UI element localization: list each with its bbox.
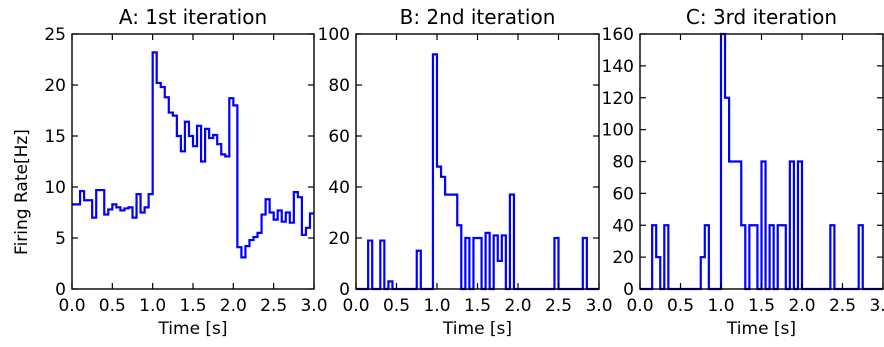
data-series-line: [72, 51, 314, 259]
x-tick-label: 0.5: [99, 296, 126, 316]
y-tick-label: 60: [612, 184, 634, 204]
chart-panel-3: C: 3rd iteration 0.0 0.5 1.0 1.5 2.0 2.5 3.0 0 20…: [602, 5, 884, 339]
y-tick-label: 20: [44, 76, 66, 96]
x-axis-label: Time [s]: [442, 319, 512, 339]
y-tick-label: 100: [602, 121, 634, 141]
x-tick-label: 0.0: [626, 296, 653, 316]
y-tick-label: 0: [55, 280, 66, 300]
y-tick-label: 40: [328, 178, 350, 198]
x-tick-label: 1.0: [423, 296, 450, 316]
x-tick-label: 1.5: [748, 296, 775, 316]
figure-ylabel: Firing Rate[Hz]: [12, 129, 32, 255]
y-tick-label: 140: [602, 57, 634, 77]
x-tick-label: 0.5: [667, 296, 694, 316]
x-tick-label: 0.0: [342, 296, 369, 316]
y-tick-label: 20: [612, 248, 634, 268]
data-series-line: [356, 53, 599, 291]
chart-panel-2: B: 2nd iteration 0.0 0.5 1.0 1.5 2.0 2.5 3.0 0 20…: [318, 5, 613, 339]
x-axis-label: Time [s]: [157, 319, 227, 339]
chart-panel-1: A: 1st iteration 0.0 0.5 1.0 1.5 2.0 2.5 3.0 0 5 1…: [44, 5, 327, 339]
y-tick-label: 80: [612, 153, 634, 173]
x-tick-label: 3.0: [585, 296, 612, 316]
y-tick-label: 10: [44, 178, 66, 198]
y-tick-label: 20: [328, 229, 350, 249]
y-tick-label: 25: [44, 25, 66, 45]
y-tick-label: 0: [623, 280, 634, 300]
x-axis-label: Time [s]: [726, 319, 796, 339]
y-tick-label: 40: [612, 216, 634, 236]
plot-frame: [71, 33, 315, 290]
x-tick-label: 1.5: [464, 296, 491, 316]
y-tick-label: 15: [44, 127, 66, 147]
chart-title: A: 1st iteration: [119, 5, 267, 29]
x-tick-label: 1.5: [179, 296, 206, 316]
y-tick-label: 100: [318, 25, 350, 45]
y-tick-label: 120: [602, 89, 634, 109]
x-tick-label: 0.5: [383, 296, 410, 316]
x-tick-label: 1.0: [707, 296, 734, 316]
y-tick-label: 60: [328, 127, 350, 147]
y-tick-label: 0: [339, 280, 350, 300]
data-series-line: [640, 32, 883, 291]
x-tick-label: 3.0: [300, 296, 327, 316]
x-tick-label: 2.0: [220, 296, 247, 316]
y-tick-label: 5: [55, 229, 66, 249]
chart-title: B: 2nd iteration: [400, 5, 556, 29]
x-tick-label: 2.0: [788, 296, 815, 316]
x-tick-label: 3.0: [869, 296, 884, 316]
chart-title: C: 3rd iteration: [686, 5, 837, 29]
x-tick-label: 2.0: [504, 296, 531, 316]
y-tick-label: 160: [602, 25, 634, 45]
x-tick-label: 1.0: [139, 296, 166, 316]
x-tick-label: 2.5: [260, 296, 287, 316]
x-tick-label: 2.5: [545, 296, 572, 316]
plot-frame: [355, 33, 600, 290]
x-tick-label: 0.0: [58, 296, 85, 316]
x-tick-label: 2.5: [829, 296, 856, 316]
y-tick-label: 80: [328, 76, 350, 96]
